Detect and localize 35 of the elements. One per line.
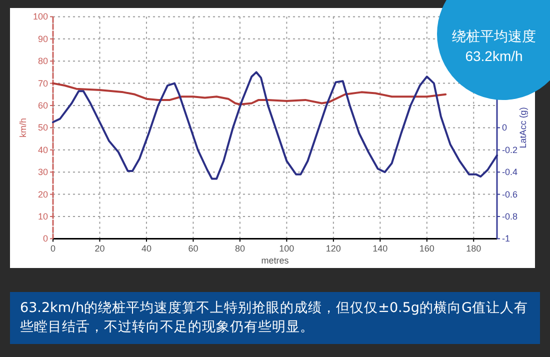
y-tick-label: 70 [38, 78, 48, 88]
y-tick-label: 10 [38, 212, 48, 222]
y-tick-label: 80 [38, 56, 48, 66]
y-tick-label: 100 [32, 12, 48, 22]
y2-axis-title: LatAcc (g) [518, 107, 528, 148]
y-tick-label: 30 [38, 167, 48, 178]
y-tick-label: 60 [38, 100, 48, 110]
x-tick-label: 140 [372, 244, 388, 254]
x-tick-label: 40 [141, 244, 152, 254]
x-tick-label: 160 [419, 244, 434, 254]
x-tick-label: 120 [326, 244, 341, 254]
line-series [52, 71, 498, 180]
x-tick-label: 0 [50, 244, 56, 254]
x-axis-title: metres [261, 256, 290, 266]
y2-tick-label: -0.2 [502, 144, 518, 155]
y2-tick-label: -0.6 [502, 189, 518, 200]
y2-tick-label: -0.4 [502, 167, 518, 178]
line-series [52, 82, 447, 106]
y-tick-label: 0 [42, 234, 48, 244]
y2-tick-label: -0.8 [502, 212, 518, 222]
x-tick-label: 100 [279, 244, 294, 254]
y2-tick-label: 0 [502, 122, 508, 133]
y-tick-label: 50 [38, 122, 48, 133]
annotation: 绕桩平均速度 [452, 29, 536, 45]
x-tick-label: 80 [234, 244, 245, 254]
y-tick-label: 90 [38, 34, 48, 44]
x-tick-label: 60 [188, 244, 198, 254]
y2-tick-label: -1 [502, 234, 510, 244]
x-tick-label: 20 [94, 244, 105, 254]
annotation: 63.2km/h [465, 48, 523, 64]
text: 63.2km/h的绕桩平均速度算不上特别抢眼的成绩，但仅仅±0.5g的横向G值让人有些瞠目结舌，不过转向不足的现象仍有些明显。 [10, 292, 540, 344]
y-tick-label: 40 [38, 144, 48, 155]
x-tick-label: 180 [466, 244, 482, 254]
y-tick-label: 20 [38, 189, 48, 200]
y-axis-title: km/h [18, 118, 28, 138]
